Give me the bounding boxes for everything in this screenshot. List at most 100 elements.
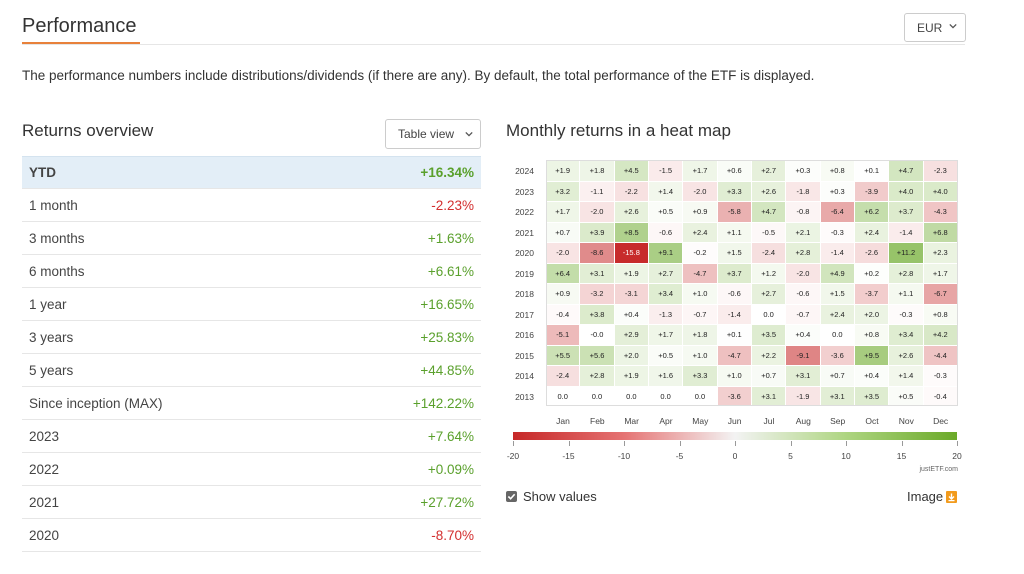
returns-row-label: 1 month	[29, 197, 78, 213]
heatmap-cell: +5.5	[546, 345, 581, 366]
heatmap-month-label: Dec	[933, 416, 949, 426]
heatmap-cell: +1.0	[717, 366, 752, 387]
heatmap-year-label: 2020	[515, 248, 534, 258]
returns-row-label: 3 years	[29, 329, 74, 345]
heatmap-cell: +1.4	[648, 181, 684, 202]
heatmap-cell: -0.0	[580, 325, 615, 346]
heatmap-cell: +1.1	[889, 284, 924, 305]
heatmap-cell: -2.0	[683, 181, 718, 202]
heatmap-cell: +1.8	[683, 325, 718, 346]
heatmap-cell: +1.0	[683, 284, 718, 305]
heatmap-year-label: 2021	[515, 227, 534, 238]
returns-row-label: 2020	[29, 527, 60, 543]
heatmap-month-label: Jun	[727, 416, 742, 426]
heatmap-cell: +3.7	[717, 263, 752, 284]
heatmap-year-label: 2017	[515, 309, 534, 320]
returns-row-label: 2021	[29, 494, 60, 510]
heatmap-cell: -2.0	[580, 202, 615, 223]
heatmap-cell: +2.4	[820, 304, 855, 325]
heatmap-cell: -0.8	[786, 202, 821, 223]
heatmap-cell: +1.9	[546, 161, 581, 182]
chevron-down-icon	[465, 131, 473, 137]
currency-value: EUR	[917, 20, 943, 35]
scale-tick-label: -20	[506, 451, 520, 461]
heatmap-title: Monthly returns in a heat map	[506, 121, 731, 140]
heatmap-cell: +3.2	[546, 181, 581, 202]
returns-row: 2020 -8.70%	[22, 519, 481, 552]
heatmap-cell: +3.4	[648, 284, 684, 305]
returns-row: 3 months +1.63%	[22, 222, 481, 255]
heatmap-cell: +4.5	[614, 161, 649, 182]
checkbox-checked-icon[interactable]	[506, 491, 517, 502]
heatmap-cell: -0.6	[648, 222, 684, 243]
heatmap-cell: +4.9	[820, 263, 855, 284]
view-select[interactable]: Table view	[385, 119, 481, 149]
heatmap-cell: +1.5	[717, 243, 752, 264]
heatmap-cell: +0.5	[889, 386, 924, 407]
heatmap-cell: -3.1	[614, 284, 649, 305]
heatmap-cell: +4.0	[889, 181, 924, 202]
heatmap: 2024 +1.9 +1.8 +4.5 -1.5 +1.7 +0.6 +2.7 +0.3 +0.8…	[506, 157, 962, 487]
heatmap-cell: -1.3	[648, 304, 684, 325]
heatmap-cell: -0.4	[923, 386, 958, 407]
returns-row: 3 years +25.83%	[22, 321, 481, 354]
currency-select[interactable]: EUR	[904, 13, 966, 42]
heatmap-month-label: Feb	[590, 416, 605, 426]
heatmap-cell: +3.3	[717, 181, 752, 202]
returns-row: 2022 +0.09%	[22, 453, 481, 486]
heatmap-cell: +9.5	[854, 345, 890, 366]
heatmap-cell: +6.2	[854, 202, 890, 223]
scale-tick-label: 20	[952, 451, 962, 461]
scale-tick-mark	[624, 441, 625, 446]
heatmap-cell: -3.9	[854, 181, 890, 202]
heatmap-cell: +2.0	[614, 345, 649, 366]
heatmap-cell: -5.1	[546, 325, 581, 346]
returns-row-value: +44.85%	[420, 362, 474, 378]
title-underline	[22, 42, 140, 44]
heatmap-cell: +2.2	[751, 345, 787, 366]
returns-row-label: YTD	[29, 165, 56, 180]
scale-tick-mark	[790, 441, 792, 446]
heatmap-year-label: 2014	[515, 371, 534, 381]
heatmap-cell: +2.8	[889, 263, 924, 284]
heatmap-cell: +6.4	[546, 263, 581, 284]
heatmap-cell: -0.3	[820, 222, 855, 243]
show-values-toggle[interactable]: Show values	[506, 489, 597, 504]
heatmap-cell: -3.2	[580, 284, 615, 305]
heatmap-cell: -2.0	[786, 263, 821, 284]
heatmap-cell: -9.1	[786, 345, 821, 366]
heatmap-cell: +0.8	[820, 161, 855, 182]
returns-row-value: +16.65%	[420, 296, 474, 312]
intro-text: The performance numbers include distribu…	[22, 68, 815, 83]
returns-row-value: -8.70%	[431, 527, 474, 543]
image-download-link[interactable]: Image	[907, 489, 958, 504]
heatmap-cell: +0.2	[854, 263, 890, 284]
heatmap-year-label: 2018	[515, 289, 534, 299]
heatmap-cell: +11.2	[889, 243, 924, 264]
heatmap-cell: -2.4	[751, 243, 787, 264]
heatmap-cell: -1.8	[786, 181, 821, 202]
heatmap-cell: +0.1	[854, 161, 890, 182]
heatmap-cell: +1.7	[546, 202, 581, 223]
view-select-value: Table view	[398, 127, 455, 141]
heatmap-cell: -1.4	[889, 222, 924, 243]
heatmap-cell: +0.3	[786, 161, 821, 182]
returns-row-label: 3 months	[29, 230, 85, 246]
returns-row-value: +6.61%	[427, 263, 474, 279]
returns-row-value: +25.83%	[420, 329, 474, 345]
heatmap-cell: +1.2	[751, 263, 787, 284]
returns-row: 2021 +27.72%	[22, 486, 481, 519]
heatmap-cell: +3.1	[786, 366, 821, 387]
returns-row-label: 2023	[29, 428, 60, 444]
heatmap-cell: -4.4	[923, 345, 958, 366]
heatmap-cell: +0.4	[614, 304, 649, 325]
heatmap-cell: +3.8	[580, 304, 615, 325]
heatmap-month-label: Mar	[624, 416, 639, 426]
heatmap-cell: -8.6	[580, 243, 615, 264]
scale-tick-label: -10	[617, 451, 631, 461]
heatmap-cell: +1.4	[889, 366, 924, 387]
returns-row-label: 6 months	[29, 263, 85, 279]
scale-tick-mark	[735, 441, 736, 446]
heatmap-month-label: Apr	[659, 416, 673, 426]
heatmap-month-label: Oct	[865, 416, 879, 426]
